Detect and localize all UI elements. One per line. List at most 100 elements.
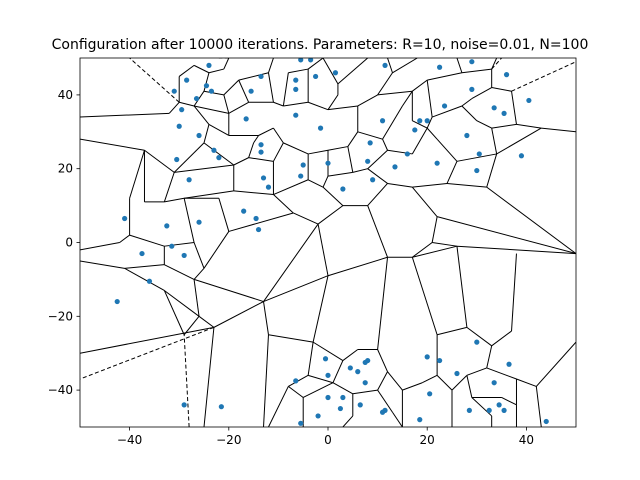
cell-edge-10 [129, 234, 165, 247]
cell-edge-37 [164, 242, 195, 247]
data-point-91 [486, 407, 492, 413]
cell-edge-45 [367, 183, 388, 206]
cell-edge-116 [223, 94, 230, 114]
cell-edge-101 [173, 142, 205, 173]
cell-edge-197 [486, 345, 493, 369]
cell-edge-15 [263, 275, 329, 303]
cell-edge-166 [268, 386, 289, 427]
cell-edge-18 [412, 245, 458, 258]
cell-edge-144 [461, 98, 473, 107]
data-point-46 [370, 177, 376, 183]
data-point-47 [392, 164, 398, 170]
cell-edge-151 [193, 279, 200, 317]
cell-edge-66 [367, 168, 388, 184]
data-point-79 [379, 409, 386, 415]
data-point-40 [300, 162, 306, 168]
infinite-edge-4 [80, 326, 215, 380]
data-point-90 [466, 407, 472, 413]
cell-edge-146 [491, 87, 512, 92]
cell-edge-185 [302, 382, 334, 398]
cell-edge-194 [466, 326, 492, 347]
data-point-43 [340, 186, 346, 192]
x-axis: −40 −20 0 20 40 [117, 427, 534, 447]
data-point-73 [340, 394, 346, 401]
data-point-62 [139, 250, 145, 257]
cell-edge-62 [273, 179, 309, 195]
cell-edge-55 [496, 127, 542, 155]
data-point-0 [206, 62, 212, 68]
cell-edge-85 [426, 127, 438, 140]
cell-edge-88 [308, 149, 329, 155]
cell-edge-65 [352, 168, 368, 173]
cell-edge-172 [342, 349, 359, 361]
cell-edge-195 [491, 330, 512, 347]
cell-edge-145 [471, 87, 492, 100]
cell-edge-79 [307, 101, 329, 111]
data-point-21 [243, 116, 249, 122]
cell-edge-31 [203, 231, 230, 269]
cell-edge-26 [184, 190, 234, 199]
cell-edge-109 [178, 64, 195, 77]
cell-edge-69 [273, 127, 284, 144]
cell-edge-82 [377, 90, 413, 96]
cell-edge-171 [332, 360, 344, 383]
data-point-6 [437, 64, 443, 70]
data-point-55 [241, 208, 247, 214]
cell-edge-135 [461, 68, 492, 74]
data-point-56 [253, 215, 259, 222]
cell-edge-189 [411, 257, 438, 335]
data-point-72 [362, 380, 368, 386]
cell-edge-129 [337, 58, 369, 85]
cell-edge-14 [193, 278, 264, 303]
cell-edge-33 [218, 198, 230, 232]
cell-edge-110 [193, 64, 210, 74]
cell-edge-205 [535, 386, 542, 427]
x-tick-label: −20 [216, 433, 241, 447]
infinite-edge-3 [491, 58, 502, 70]
data-point-19 [176, 123, 182, 129]
data-point-5 [382, 62, 388, 68]
cell-edge-142 [476, 120, 492, 129]
data-point-28 [469, 86, 475, 92]
data-point-17 [171, 88, 177, 94]
cell-edge-154 [213, 301, 264, 328]
data-point-2 [308, 58, 314, 63]
cell-edge-164 [307, 342, 314, 376]
data-point-4 [332, 70, 339, 76]
cell-edge-21 [129, 150, 145, 199]
data-point-32 [211, 147, 217, 153]
data-point-64 [146, 278, 153, 284]
cell-edge-157 [124, 267, 165, 291]
data-point-87 [491, 380, 497, 386]
cell-edge-186 [402, 382, 423, 391]
cell-edge-132 [392, 58, 418, 74]
cell-edge-41 [317, 223, 329, 276]
cell-edge-202 [535, 341, 576, 387]
cell-edge-192 [436, 374, 453, 391]
data-point-29 [491, 105, 497, 111]
cell-edge-175 [377, 349, 388, 372]
cell-edge-30 [228, 212, 294, 232]
cell-edge-168 [332, 382, 354, 395]
cell-edge-130 [377, 72, 393, 96]
data-point-38 [260, 175, 267, 181]
cell-edge-105 [248, 157, 274, 162]
cell-edge-118 [238, 72, 269, 81]
data-point-53 [474, 167, 480, 174]
cell-edge-75 [228, 101, 249, 114]
data-point-85 [474, 339, 480, 345]
cell-edge-112 [223, 58, 230, 70]
cell-edge-200 [486, 367, 517, 380]
data-point-59 [164, 223, 170, 229]
cell-edge-73 [193, 105, 210, 125]
cell-edge-128 [322, 58, 339, 85]
cell-edge-187 [422, 374, 438, 384]
cell-edge-126 [327, 94, 339, 110]
cell-edge-140 [431, 105, 463, 118]
cell-edge-155 [203, 327, 215, 427]
cell-edge-6 [174, 164, 234, 173]
data-point-25 [417, 118, 423, 124]
data-point-42 [325, 160, 331, 166]
cell-edge-64 [327, 171, 353, 177]
cell-edge-44 [367, 205, 388, 258]
